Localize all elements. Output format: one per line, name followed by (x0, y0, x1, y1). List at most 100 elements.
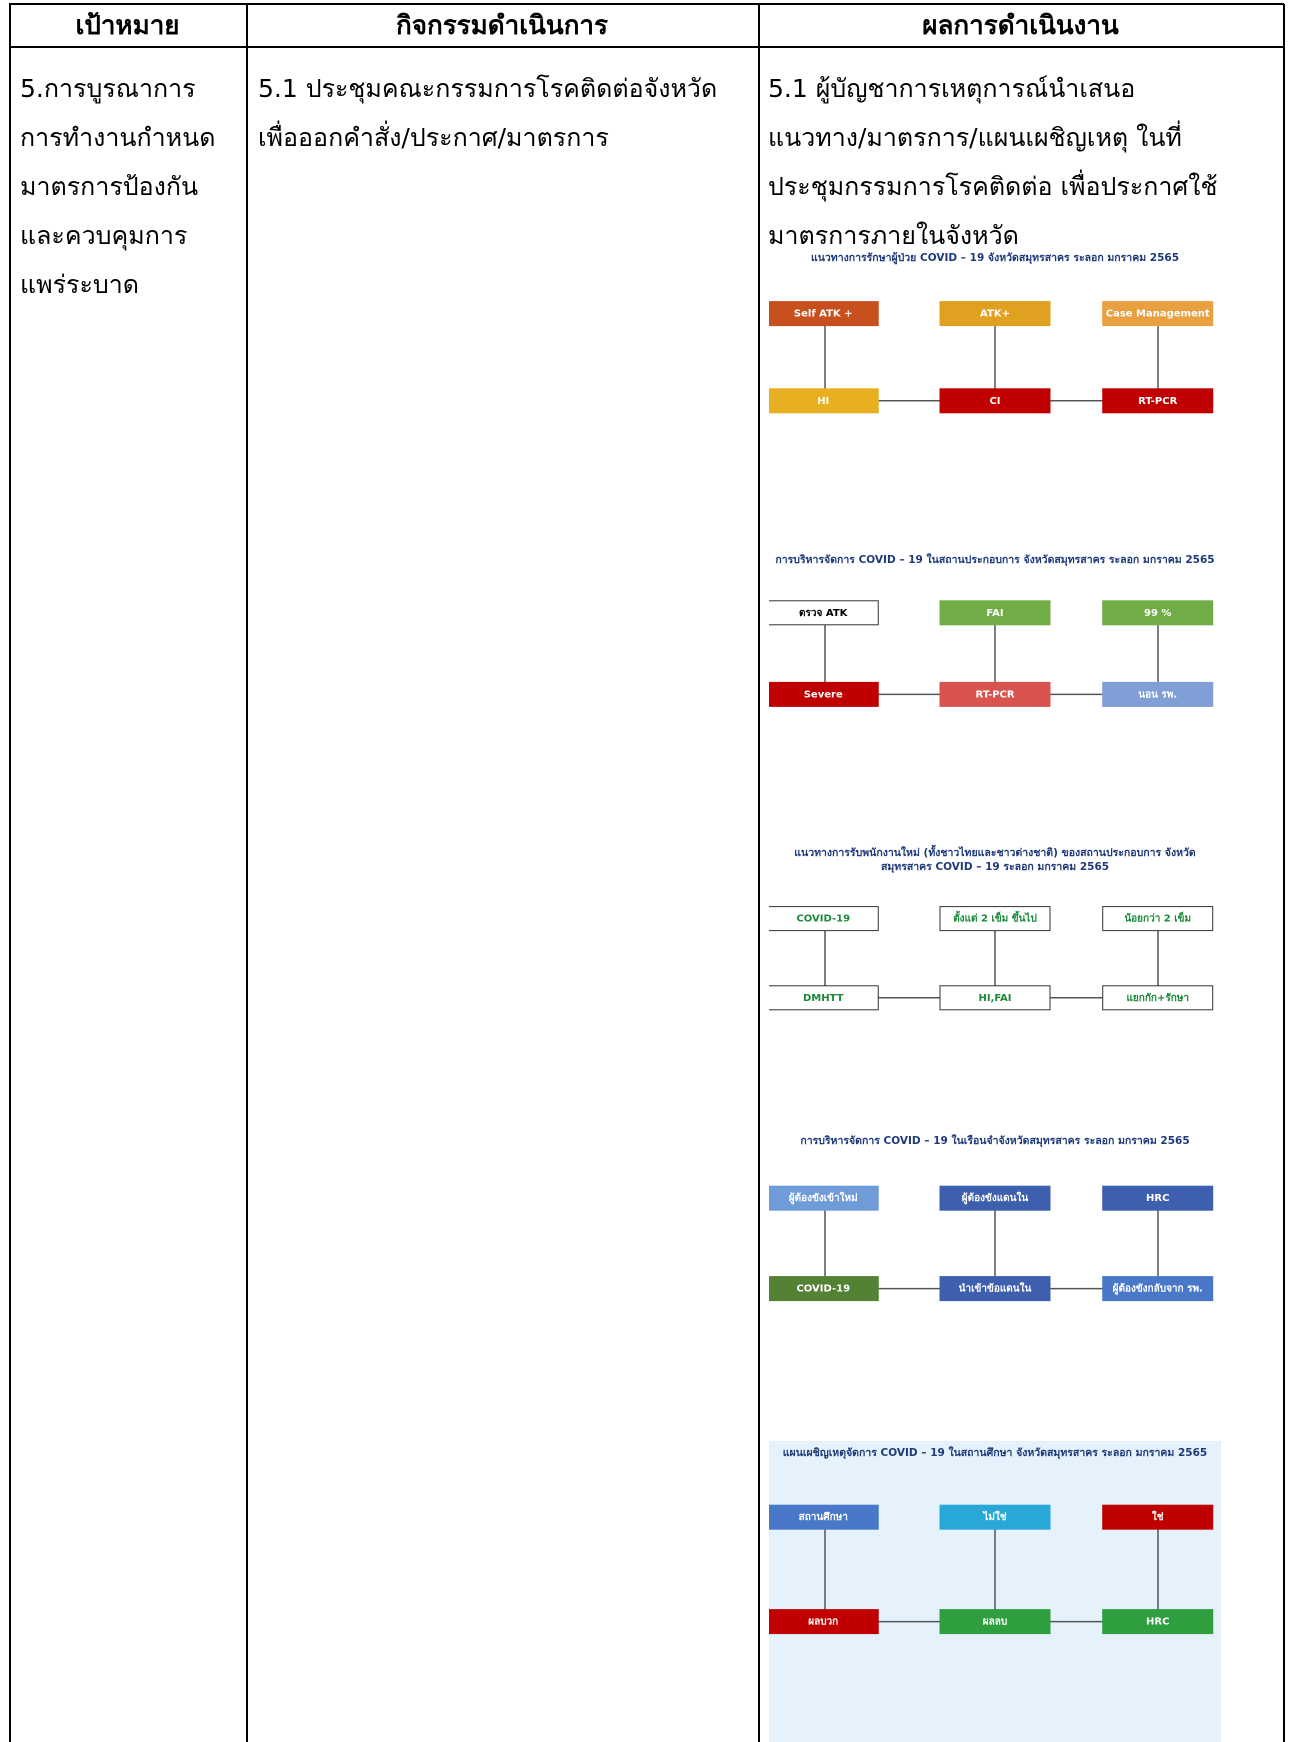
flow-label: น้อยกว่า 2 เข็ม (1124, 911, 1191, 925)
text-line: ประชุมกรรมการโรคติดต่อ เพื่อประกาศใช้ (768, 172, 1218, 201)
result-cell: 5.1 ผู้บัญชาการเหตุการณ์นำเสนอแนวทาง/มาต… (768, 64, 1217, 260)
column-header: ผลการดำเนินงาน (922, 11, 1119, 41)
flow-box (769, 1185, 879, 1211)
flow-label: FAI (986, 608, 1003, 619)
flowchart: ผู้ต้องขังเข้าใหม่ ผู้ต้องขังแดนใน HRC COVI… (769, 1185, 1214, 1302)
connector (824, 1527, 1159, 1623)
flow-label: HRC (1146, 1617, 1169, 1628)
text-line: 5.1 ประชุมคณะกรรมการโรคติดต่อจังหวัด (258, 74, 718, 103)
flow-label: RT-PCR (1138, 396, 1177, 407)
text-line: มาตรการป้องกัน (20, 172, 199, 201)
flow-label: ผู้ต้องขังแดนใน (962, 1191, 1029, 1205)
flow-box (939, 1276, 1051, 1302)
flow-label: COVID-19 (796, 1284, 850, 1295)
flow-label: ผู้ต้องขังกลับจาก รพ. (1113, 1283, 1203, 1296)
flow-box (769, 1504, 879, 1530)
flow-box (769, 906, 879, 932)
flow-box (1102, 301, 1214, 327)
flow-label: แยกกัก+รักษา (1126, 992, 1188, 1004)
flow-box (769, 301, 879, 327)
flow-label: ผลบวก (808, 1617, 838, 1628)
column-header: เป้าหมาย (75, 11, 180, 41)
flow-box (939, 1185, 1051, 1211)
flow-label: สถานศึกษา (799, 1511, 848, 1523)
flow-label: HRC (1146, 1193, 1169, 1204)
flow-label: HI (817, 396, 829, 407)
flow-label: ผู้ต้องขังเข้าใหม่ (789, 1191, 858, 1205)
table-border (9, 46, 1284, 48)
flow-label: Severe (804, 689, 843, 700)
table-border (246, 4, 248, 1742)
flow-box (1102, 1276, 1214, 1302)
text-line: เพื่อออกคำสั่ง/ประกาศ/มาตรการ (258, 123, 609, 152)
embedded-figure: แนวทางการรักษาผู้ป่วย COVID – 19 จังหวัด… (769, 246, 1221, 504)
text-line: มาตรการภายในจังหวัด (768, 221, 1019, 250)
flow-label: ผลลบ (983, 1617, 1007, 1628)
flow-box (769, 1276, 879, 1302)
flow-label: ATK+ (980, 309, 1010, 320)
flow-label: Self ATK + (794, 309, 853, 320)
text-line: แพร่ระบาด (20, 270, 140, 299)
flow-label: ใช่ (1152, 1510, 1164, 1523)
embedded-figure: การบริหารจัดการ COVID – 19 ในสถานประกอบก… (769, 548, 1221, 792)
goal-cell: 5.การบูรณาการ การทำงานกำหนด มาตรการป้องกัน… (20, 64, 215, 309)
flow-label: HI,FAI (978, 993, 1011, 1004)
table-border (9, 3, 1284, 5)
text-line: และควบคุมการ (20, 221, 188, 250)
flow-label: ไม่ใช่ (982, 1510, 1007, 1523)
flowchart: ตรวจ ATK FAI 99 % Severe RT-PCR นอน รพ. (769, 600, 1214, 707)
flow-box (939, 301, 1051, 327)
flow-box (1102, 681, 1214, 707)
flow-box (769, 1609, 879, 1635)
flow-box (769, 985, 879, 1011)
flow-box (939, 1504, 1051, 1530)
text-line: 5.1 ผู้บัญชาการเหตุการณ์นำเสนอ (768, 74, 1136, 103)
table-border (758, 4, 760, 1742)
flow-label: ตั้งแต่ 2 เข็ม ขึ้นไป (953, 911, 1037, 925)
flow-box (1102, 1504, 1214, 1530)
flow-label: นำเข้าข้อแดนใน (959, 1282, 1032, 1295)
text-line: 5.การบูรณาการ (20, 74, 196, 103)
table-border (1283, 4, 1285, 1742)
flow-label: นอน รพ. (1138, 689, 1177, 700)
figure-title: การบริหารจัดการ COVID – 19 ในเรือนจำจังห… (800, 1135, 1190, 1147)
connector (824, 928, 1159, 999)
embedded-figure: แนวทางการรับพนักงานใหม่ (ทั้งชาวไทยและชา… (769, 841, 1221, 1079)
embedded-figure: การบริหารจัดการ COVID – 19 ในเรือนจำจังห… (769, 1129, 1221, 1395)
flow-box (1102, 388, 1214, 414)
figure-title: การบริหารจัดการ COVID – 19 ในสถานประกอบก… (775, 554, 1215, 566)
flow-box (939, 681, 1051, 707)
flow-box (939, 600, 1051, 626)
embedded-figure: แผนเผชิญเหตุจัดการ COVID – 19 ในสถานศึกษ… (769, 1441, 1221, 1742)
flowchart: Self ATK + ATK+ Case Management HI CI RT-PCR (769, 301, 1214, 414)
flow-box (1102, 906, 1214, 932)
flow-box (769, 388, 879, 414)
flow-label: DMHTT (803, 993, 844, 1004)
figure-title: แผนเผชิญเหตุจัดการ COVID – 19 ในสถานศึกษ… (782, 1447, 1208, 1459)
activity-cell: 5.1 ประชุมคณะกรรมการโรคติดต่อจังหวัดเพื่… (258, 64, 717, 162)
connector (824, 1208, 1159, 1290)
flow-label: RT-PCR (975, 689, 1014, 700)
flow-box (769, 681, 879, 707)
text-line: แนวทาง/มาตรการ/แผนเผชิญเหตุ ในที่ (768, 123, 1182, 152)
figure-title: แนวทางการรับพนักงานใหม่ (ทั้งชาวไทยและชา… (794, 847, 1196, 873)
figure-title: แนวทางการรักษาผู้ป่วย COVID – 19 จังหวัด… (810, 252, 1180, 264)
flow-label: Case Management (1106, 309, 1210, 320)
flow-box (939, 985, 1051, 1011)
connector (824, 323, 1159, 402)
connector (824, 622, 1159, 696)
flow-label: ตรวจ ATK (799, 608, 849, 619)
flow-box (1102, 600, 1214, 626)
flow-box (939, 1609, 1051, 1635)
table-border (9, 4, 11, 1742)
flowchart: สถานศึกษา ไม่ใช่ ใช่ผลบวก ผลลบ HRC (769, 1504, 1214, 1635)
flow-box (939, 388, 1051, 414)
flow-box (1102, 985, 1214, 1011)
flow-label: COVID-19 (796, 914, 850, 925)
flowchart: COVID-19 ตั้งแต่ 2 เข็ม ขึ้นไป น้อยกว่า 2 … (769, 906, 1214, 1011)
flow-box (769, 600, 879, 626)
flow-box (1102, 1609, 1214, 1635)
flow-box (1102, 1185, 1214, 1211)
column-header: กิจกรรมดำเนินการ (395, 11, 608, 41)
